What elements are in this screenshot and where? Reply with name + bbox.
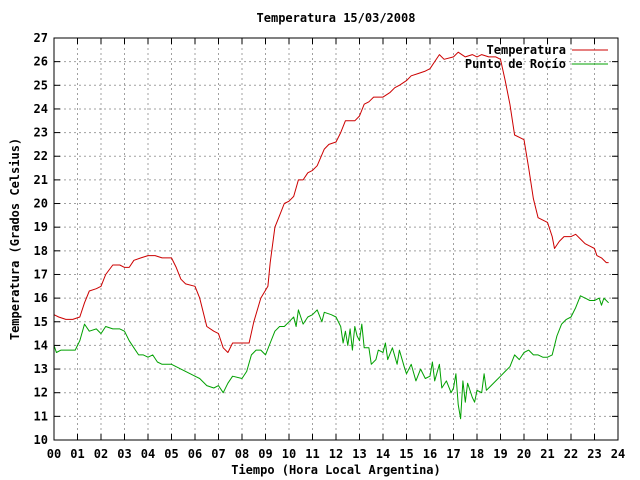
x-tick-label: 17 [446, 447, 460, 461]
y-tick-label: 22 [34, 149, 48, 163]
legend-label: Punto de Rocío [465, 57, 566, 71]
x-tick-label: 14 [376, 447, 390, 461]
x-tick-label: 00 [47, 447, 61, 461]
x-tick-label: 12 [329, 447, 343, 461]
x-tick-label: 09 [258, 447, 272, 461]
x-tick-label: 15 [399, 447, 413, 461]
x-tick-label: 01 [70, 447, 84, 461]
y-tick-label: 26 [34, 55, 48, 69]
x-tick-label: 04 [141, 447, 155, 461]
y-axis-label: Temperatura (Grados Celsius) [8, 138, 22, 340]
x-tick-label: 10 [282, 447, 296, 461]
x-tick-label: 02 [94, 447, 108, 461]
series-layer [53, 51, 609, 420]
y-tick-label: 20 [34, 197, 48, 211]
x-tick-label: 13 [352, 447, 366, 461]
y-tick-label: 23 [34, 126, 48, 140]
x-tick-label: 22 [564, 447, 578, 461]
x-axis-label: Tiempo (Hora Local Argentina) [231, 463, 441, 477]
x-tick-label: 20 [517, 447, 531, 461]
x-tick-label: 23 [587, 447, 601, 461]
y-tick-label: 10 [34, 433, 48, 447]
y-tick-label: 18 [34, 244, 48, 258]
chart-title: Temperatura 15/03/2008 [257, 11, 416, 25]
x-tick-label: 05 [164, 447, 178, 461]
x-tick-label: 11 [305, 447, 319, 461]
axis-ticks: 10 11 12 13 14 15 16 17 18 19 20 21 22 23 24 25 26 27 00 01… [34, 31, 626, 461]
y-tick-label: 25 [34, 78, 48, 92]
y-tick-label: 16 [34, 291, 48, 305]
x-tick-label: 18 [470, 447, 484, 461]
x-tick-label: 21 [540, 447, 554, 461]
grid [54, 38, 618, 440]
x-tick-label: 24 [611, 447, 625, 461]
x-tick-label: 08 [235, 447, 249, 461]
y-tick-label: 27 [34, 31, 48, 45]
y-tick-label: 21 [34, 173, 48, 187]
y-tick-label: 13 [34, 362, 48, 376]
y-tick-label: 15 [34, 315, 48, 329]
y-tick-label: 12 [34, 386, 48, 400]
x-tick-label: 03 [117, 447, 131, 461]
series-line-0 [53, 51, 609, 353]
y-tick-label: 11 [34, 409, 48, 423]
legend-label: Temperatura [487, 43, 566, 57]
x-tick-label: 07 [211, 447, 225, 461]
y-tick-label: 24 [34, 102, 48, 116]
y-tick-label: 19 [34, 220, 48, 234]
x-tick-label: 19 [493, 447, 507, 461]
y-tick-label: 17 [34, 267, 48, 281]
x-tick-label: 06 [188, 447, 202, 461]
series-line-1 [53, 295, 609, 420]
y-tick-label: 14 [34, 338, 48, 352]
x-tick-label: 16 [423, 447, 437, 461]
